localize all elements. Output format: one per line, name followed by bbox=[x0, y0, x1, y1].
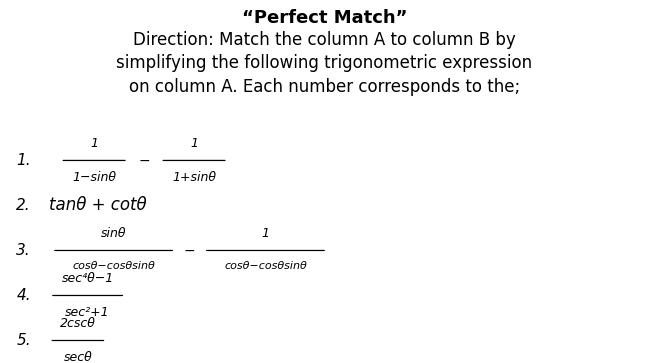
Text: sinθ: sinθ bbox=[101, 227, 127, 240]
Text: on column A. Each number corresponds to the;: on column A. Each number corresponds to … bbox=[129, 78, 520, 96]
Text: 1: 1 bbox=[190, 137, 198, 150]
Text: 4.: 4. bbox=[16, 288, 31, 303]
Text: 3.: 3. bbox=[16, 243, 31, 258]
Text: 2.: 2. bbox=[16, 198, 31, 213]
Text: 1−sinθ: 1−sinθ bbox=[72, 171, 116, 184]
Text: simplifying the following trigonometric expression: simplifying the following trigonometric … bbox=[116, 54, 533, 73]
Text: tanθ + cotθ: tanθ + cotθ bbox=[49, 196, 146, 215]
Text: 1: 1 bbox=[262, 227, 269, 240]
Text: cosθ−cosθsinθ: cosθ−cosθsinθ bbox=[224, 261, 307, 272]
Text: 1+sinθ: 1+sinθ bbox=[172, 171, 216, 184]
Text: 1: 1 bbox=[90, 137, 98, 150]
Text: −: − bbox=[138, 154, 150, 167]
Text: −: − bbox=[184, 244, 195, 257]
Text: 2cscθ: 2cscθ bbox=[60, 317, 96, 330]
Text: cosθ−cosθsinθ: cosθ−cosθsinθ bbox=[72, 261, 155, 272]
Text: 5.: 5. bbox=[16, 333, 31, 348]
Text: “Perfect Match”: “Perfect Match” bbox=[241, 9, 408, 27]
Text: 1.: 1. bbox=[16, 153, 31, 168]
Text: sec²+1: sec²+1 bbox=[66, 306, 110, 319]
Text: secθ: secθ bbox=[64, 351, 92, 363]
Text: Direction: Match the column A to column B by: Direction: Match the column A to column … bbox=[133, 31, 516, 49]
Text: sec⁴θ−1: sec⁴θ−1 bbox=[62, 272, 114, 285]
